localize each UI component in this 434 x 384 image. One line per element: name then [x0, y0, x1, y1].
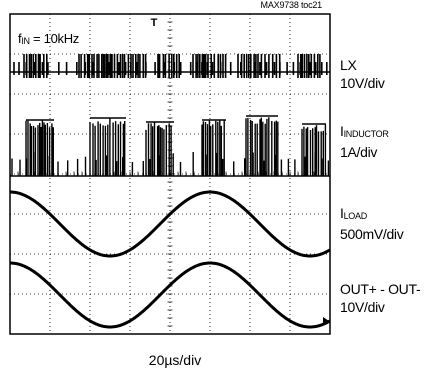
trace-out — [9, 261, 331, 329]
trace-lx — [10, 54, 330, 78]
traces — [9, 54, 331, 329]
timebase-label: 20µs/div — [148, 352, 202, 368]
channel-label-load: ILOAD 500mV/div — [340, 205, 404, 242]
trigger-level-arrow — [323, 317, 329, 325]
trigger-marker: T — [151, 17, 158, 29]
trace-inductor — [10, 115, 330, 177]
channel-label-inductor: IINDUCTOR 1A/div — [340, 123, 389, 160]
fin-label: fIN = 10kHz — [18, 31, 79, 46]
channel-label-lx: LX 10V/div — [340, 57, 385, 91]
trace-load — [9, 190, 331, 258]
channel-label-out: OUT+ - OUT- 10V/div — [340, 281, 421, 315]
figure-id: MAX9738 toc21 — [260, 0, 323, 10]
